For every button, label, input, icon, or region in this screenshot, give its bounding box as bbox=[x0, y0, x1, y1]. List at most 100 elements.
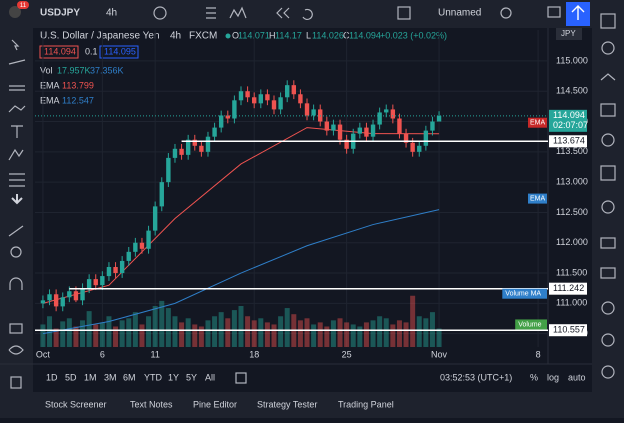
range-button[interactable]: All bbox=[205, 372, 215, 382]
zoom-tool[interactable] bbox=[10, 246, 22, 258]
more-tools[interactable] bbox=[11, 194, 23, 205]
range-button[interactable]: YTD bbox=[144, 372, 163, 382]
footer: 1D 5D 1M 3M 6M YTD 1Y 5Y All% log auto Stock Screen… bbox=[45, 372, 586, 409]
data-icon[interactable] bbox=[600, 73, 616, 81]
undo-icon[interactable] bbox=[302, 8, 313, 21]
panel-tab[interactable]: Trading Panel bbox=[338, 399, 394, 409]
currency[interactable]: JPY bbox=[561, 29, 576, 38]
price-tag-label: 110.557 bbox=[553, 325, 585, 335]
range-button[interactable]: 6M bbox=[123, 372, 136, 382]
candle-body bbox=[179, 148, 184, 155]
volume-bar bbox=[251, 320, 257, 347]
trash-tool[interactable] bbox=[10, 376, 22, 389]
price-tag bbox=[549, 324, 587, 337]
text-tool[interactable] bbox=[11, 125, 23, 138]
templates-icon[interactable] bbox=[229, 6, 247, 19]
badge-text: 11 bbox=[20, 3, 27, 9]
scale-option[interactable]: log bbox=[547, 372, 559, 382]
ideas-icon[interactable] bbox=[601, 200, 615, 214]
price-tag bbox=[549, 109, 587, 132]
cursor-tool[interactable] bbox=[11, 39, 20, 51]
candle-body bbox=[100, 276, 105, 286]
candle-body bbox=[278, 97, 283, 110]
notifications-icon[interactable] bbox=[601, 333, 615, 347]
volume-bar bbox=[73, 326, 79, 347]
buy-button[interactable] bbox=[99, 45, 139, 59]
calendar-icon[interactable] bbox=[600, 165, 616, 181]
panel-tab[interactable]: Stock Screener bbox=[45, 399, 107, 409]
currency-box[interactable] bbox=[556, 28, 582, 40]
sell-button[interactable] bbox=[39, 45, 79, 59]
news-icon[interactable] bbox=[600, 103, 616, 117]
scale-option[interactable]: auto bbox=[568, 372, 586, 382]
magnet-tool[interactable] bbox=[9, 277, 23, 290]
volume-bar bbox=[304, 318, 310, 347]
chat-icon[interactable] bbox=[600, 237, 616, 249]
streams-icon[interactable] bbox=[600, 267, 616, 279]
volume-bar bbox=[231, 310, 237, 347]
range-button[interactable]: 5D bbox=[65, 372, 77, 382]
candle-body bbox=[205, 136, 211, 152]
prediction-tool[interactable] bbox=[8, 148, 24, 161]
volume-bar bbox=[159, 300, 165, 347]
volume-bar bbox=[245, 316, 251, 347]
shapes-tool[interactable] bbox=[9, 173, 25, 187]
hotlist-icon[interactable] bbox=[601, 133, 615, 147]
ema-line bbox=[42, 209, 440, 335]
y-tick-label: 112.000 bbox=[556, 237, 588, 247]
layout-icon[interactable] bbox=[397, 6, 411, 20]
volume-bar bbox=[93, 324, 99, 347]
volume-bar bbox=[99, 322, 105, 347]
interval[interactable]: 4h bbox=[106, 8, 117, 19]
top-toolbar bbox=[0, 0, 592, 28]
range-button[interactable]: 1D bbox=[46, 372, 58, 382]
pattern-tool[interactable] bbox=[8, 105, 26, 113]
indicators-icon[interactable] bbox=[206, 7, 216, 19]
volume-bar bbox=[126, 318, 132, 347]
alerts-icon[interactable] bbox=[601, 41, 615, 55]
candle-body bbox=[337, 124, 343, 140]
range-button[interactable]: 5Y bbox=[186, 372, 197, 382]
help-icon[interactable] bbox=[601, 365, 615, 379]
scale-option[interactable]: % bbox=[530, 372, 538, 382]
candle-body bbox=[185, 139, 191, 155]
x-tick-label: Oct bbox=[36, 349, 51, 359]
avatar[interactable] bbox=[9, 6, 21, 18]
indicator-tag-label: EMA bbox=[530, 195, 546, 202]
snapshot-icon[interactable] bbox=[547, 6, 561, 18]
y-tick-label: 113.500 bbox=[556, 146, 588, 156]
volume-bar bbox=[139, 324, 145, 347]
lock-tool[interactable] bbox=[9, 323, 23, 334]
ruler-tool[interactable] bbox=[8, 225, 24, 237]
fib-tool[interactable] bbox=[9, 85, 25, 91]
symbol[interactable]: USDJPY bbox=[40, 8, 80, 19]
market-status bbox=[225, 33, 231, 39]
line-tool[interactable] bbox=[8, 59, 26, 65]
range-button[interactable]: 1M bbox=[84, 372, 97, 382]
visibility-tool[interactable] bbox=[8, 345, 24, 355]
candle-body bbox=[384, 109, 389, 113]
x-tick-label: 18 bbox=[249, 349, 259, 359]
panel-tab[interactable]: Pine Editor bbox=[193, 399, 237, 409]
candle-body bbox=[344, 139, 349, 149]
range-button[interactable]: 1Y bbox=[168, 372, 179, 382]
volume-bar bbox=[47, 316, 53, 347]
date-range-icon[interactable] bbox=[235, 372, 247, 384]
sidebar-icons bbox=[600, 13, 616, 379]
price-tag-label: 111.242 bbox=[553, 283, 584, 293]
vol-b: 37.356K bbox=[90, 65, 124, 75]
settings-icon[interactable] bbox=[500, 7, 512, 19]
watchlist-icon[interactable] bbox=[600, 13, 616, 29]
volume-bar bbox=[212, 316, 218, 347]
bid: 114.094 bbox=[44, 46, 76, 56]
calls-icon[interactable] bbox=[601, 301, 615, 315]
layout-name[interactable]: Unnamed bbox=[438, 8, 481, 19]
range-button[interactable]: 3M bbox=[104, 372, 117, 382]
replay-icon[interactable] bbox=[276, 7, 290, 19]
panel-tab[interactable]: Strategy Tester bbox=[257, 399, 317, 409]
compare-icon[interactable] bbox=[153, 6, 167, 20]
volume-bar bbox=[205, 320, 211, 347]
volume-bar bbox=[383, 318, 389, 347]
panel-tab[interactable]: Text Notes bbox=[130, 399, 173, 409]
volume-bar bbox=[410, 295, 416, 347]
